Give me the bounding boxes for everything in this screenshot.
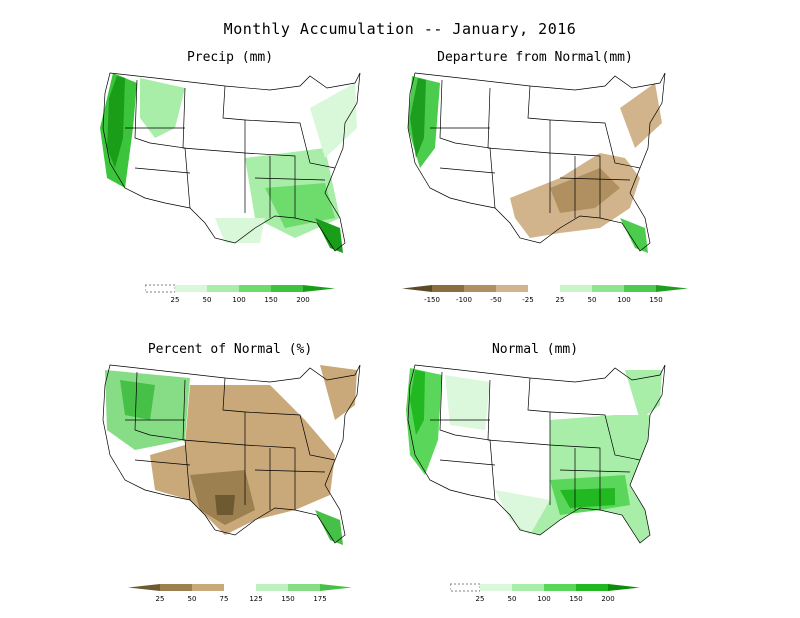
- normal-tick-4: 150: [569, 595, 583, 603]
- normal-panel-title: Normal (mm): [491, 342, 579, 357]
- departure-tick-7: 100: [617, 296, 631, 304]
- precip-panel-title: Precip (mm): [186, 50, 274, 65]
- percent-tick-5: 150: [281, 595, 295, 603]
- percent-state-lines: [102, 364, 361, 544]
- percent-tick-1: 25: [155, 595, 165, 603]
- percent-tick-2: 50: [187, 595, 197, 603]
- normal-tick-3: 100: [537, 595, 551, 603]
- precip-state-lines: [102, 72, 361, 252]
- percent-shading: [105, 365, 357, 545]
- precip-shading: [100, 73, 357, 253]
- departure-tick-8: 150: [649, 296, 663, 304]
- departure-state-lines: [407, 72, 666, 252]
- precip-panel: Precip (mm): [95, 50, 365, 304]
- precip-tick-2: 50: [202, 296, 212, 304]
- percent-panel: Percent of Normal (%): [95, 342, 365, 603]
- percent-tick-3: 75: [219, 595, 229, 603]
- normal-colorbar: 25 50 100 150 200: [450, 583, 645, 603]
- percent-colorbar-swatches: [128, 584, 352, 591]
- departure-colorbar-swatches: [402, 285, 688, 292]
- percent-tick-6: 175: [313, 595, 327, 603]
- departure-tick-4: -25: [522, 296, 534, 304]
- precip-tick-3: 100: [232, 296, 246, 304]
- normal-map: [406, 364, 666, 544]
- normal-tick-2: 50: [507, 595, 517, 603]
- percent-tick-4: 125: [249, 595, 263, 603]
- percent-panel-title: Percent of Normal (%): [147, 342, 313, 357]
- normal-tick-1: 25: [475, 595, 485, 603]
- percent-colorbar: 25 50 75 125 150 175: [128, 583, 358, 603]
- departure-tick-2: -100: [456, 296, 472, 304]
- normal-panel: Normal (mm): [400, 342, 670, 603]
- precip-map: [100, 72, 361, 253]
- precip-tick-5: 200: [296, 296, 310, 304]
- departure-tick-6: 50: [587, 296, 597, 304]
- normal-colorbar-swatches: [450, 583, 640, 592]
- departure-panel-title: Departure from Normal(mm): [437, 50, 633, 65]
- departure-tick-5: 25: [555, 296, 565, 304]
- departure-tick-3: -50: [490, 296, 502, 304]
- normal-tick-5: 200: [601, 595, 615, 603]
- precip-colorbar: 25 50 100 150 200: [145, 284, 340, 304]
- departure-colorbar: -150 -100 -50 -25 25 50 100 150: [402, 284, 692, 304]
- normal-state-lines: [407, 364, 666, 544]
- precip-tick-1: 25: [170, 296, 180, 304]
- normal-shading: [406, 368, 662, 543]
- percent-map: [102, 364, 361, 545]
- figure-title: Monthly Accumulation -- January, 2016: [223, 20, 577, 38]
- departure-tick-1: -150: [424, 296, 440, 304]
- precip-tick-4: 150: [264, 296, 278, 304]
- precip-colorbar-swatches: [145, 284, 335, 293]
- departure-map: [407, 72, 666, 253]
- departure-panel: Departure from Normal(mm): [400, 50, 688, 304]
